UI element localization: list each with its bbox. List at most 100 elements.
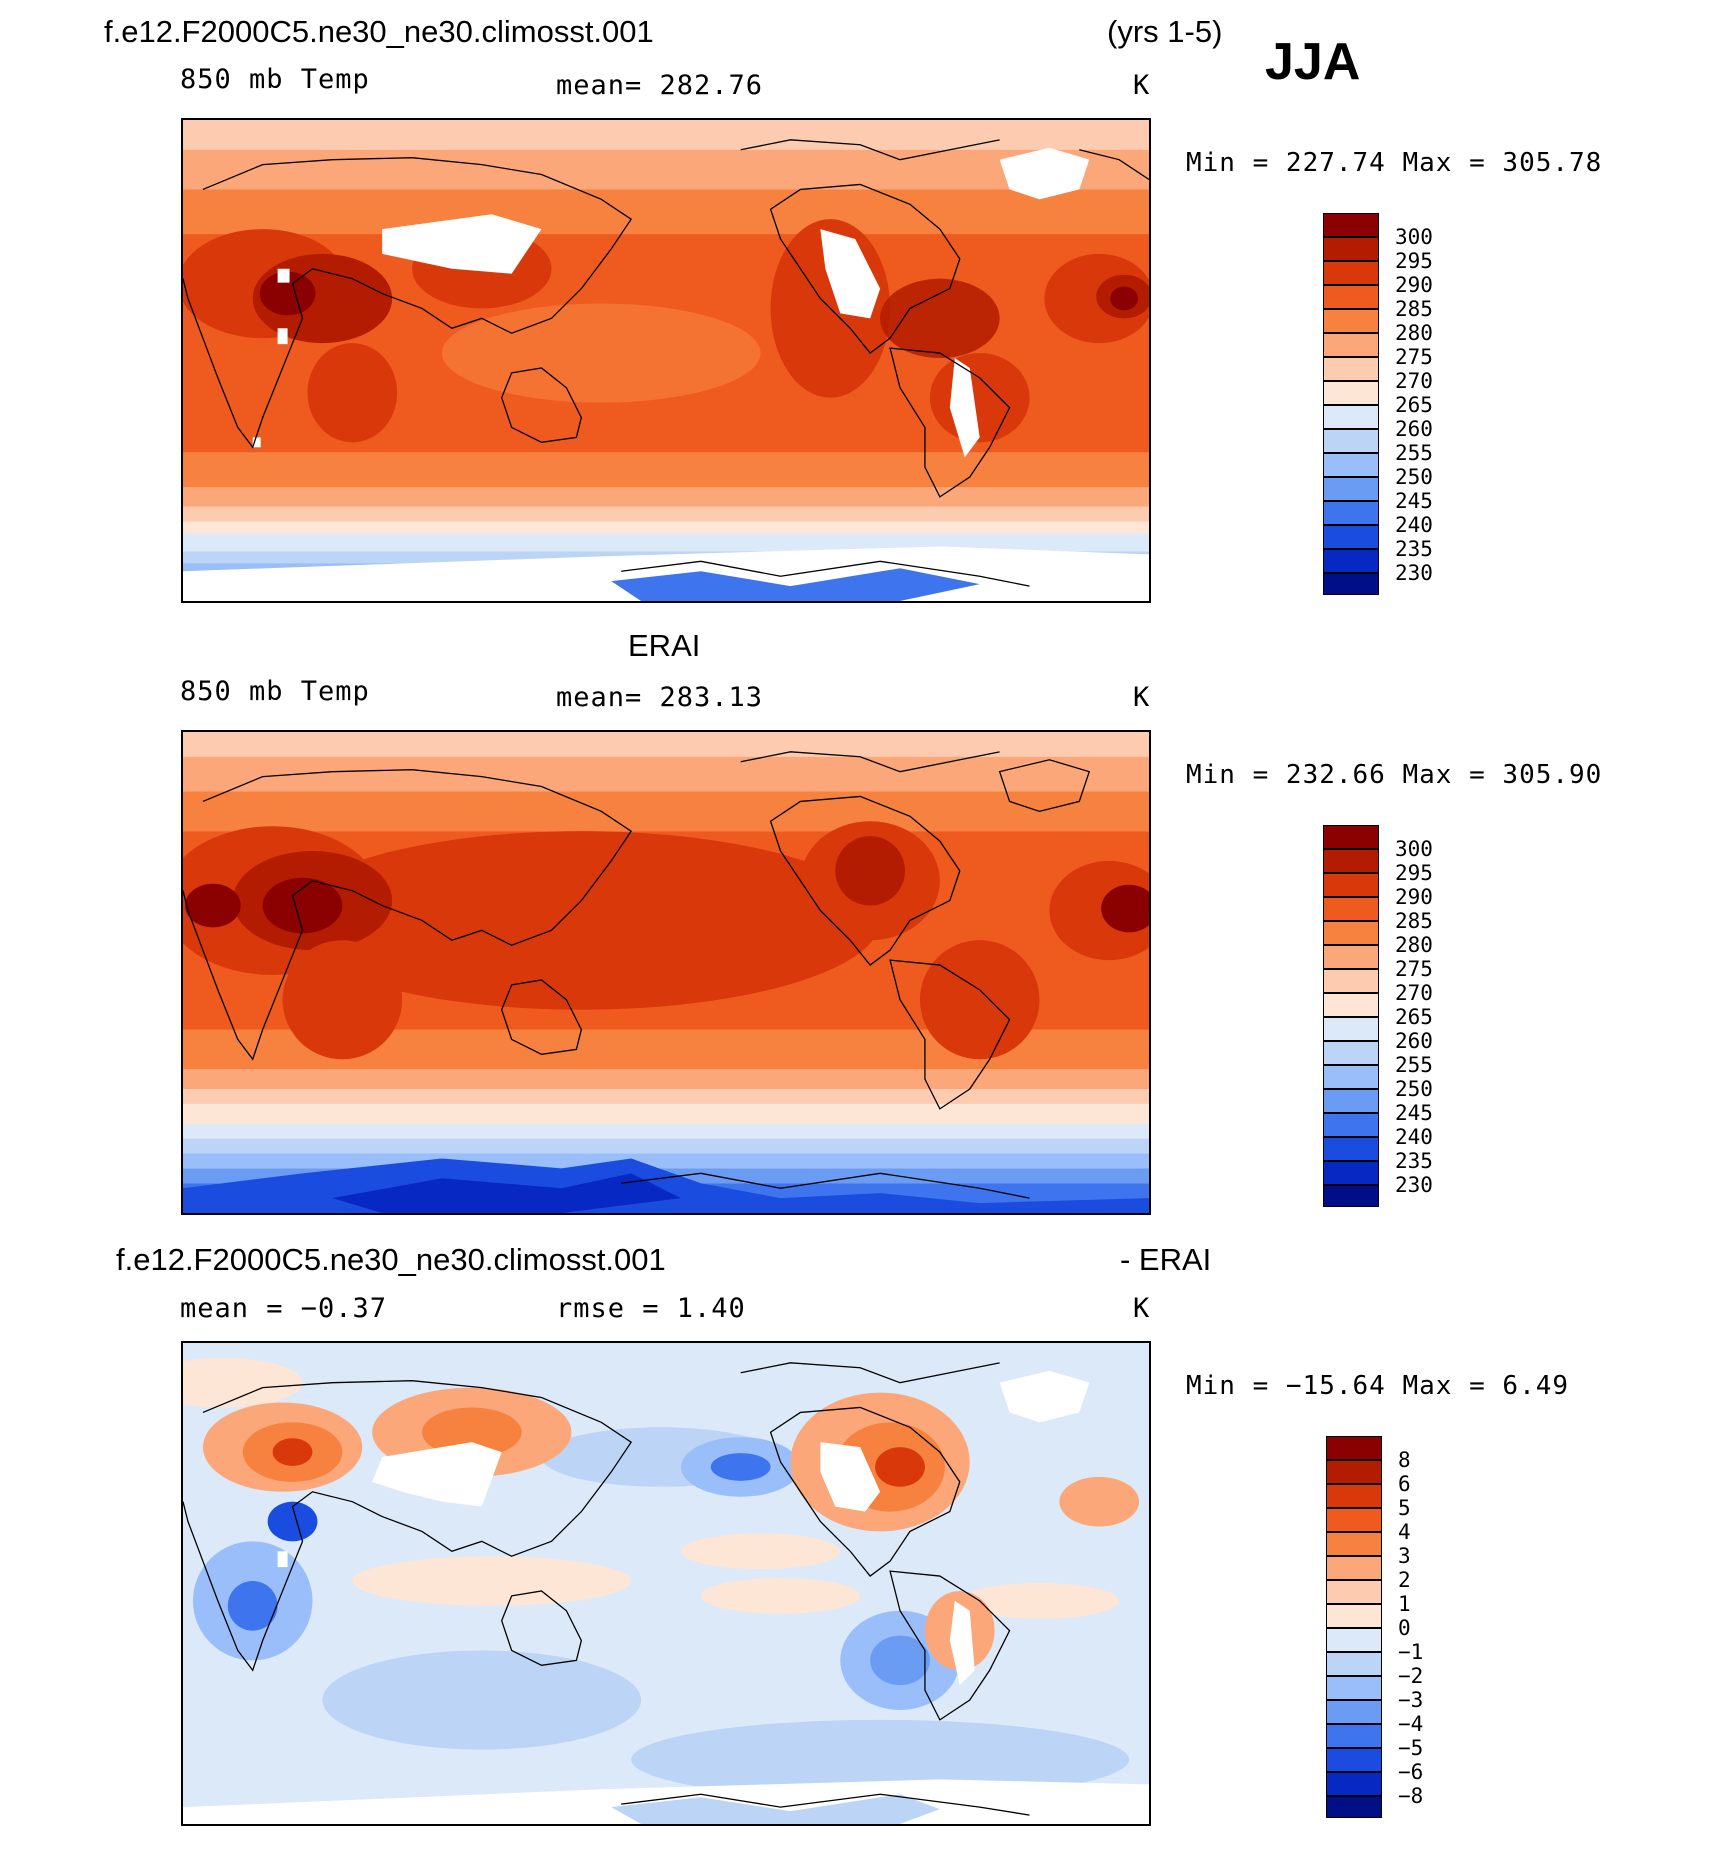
panel3-legend-swatch [1326, 1436, 1382, 1460]
panel1-legend-swatch [1323, 357, 1379, 381]
panel3-legend-label: 2 [1398, 1568, 1411, 1592]
panel2-legend-label: 230 [1395, 1173, 1433, 1197]
panel3-rmse: rmse = 1.40 [556, 1293, 746, 1324]
panel3-legend-swatch [1326, 1652, 1382, 1676]
panel1-legend-label: 250 [1395, 465, 1433, 489]
panel2-legend-swatch [1323, 921, 1379, 945]
panel2-minmax: Min = 232.66 Max = 305.90 [1186, 760, 1603, 790]
panel2-legend-swatch [1323, 873, 1379, 897]
panel3-map [181, 1341, 1151, 1826]
panel3-legend-swatch [1326, 1532, 1382, 1556]
panel3-legend-swatch [1326, 1628, 1382, 1652]
panel1-minmax: Min = 227.74 Max = 305.78 [1186, 148, 1603, 178]
panel2-legend-swatch [1323, 1089, 1379, 1113]
panel3-title-right: - ERAI [1120, 1242, 1212, 1277]
panel3-legend-swatch [1326, 1556, 1382, 1580]
panel2-legend-label: 260 [1395, 1029, 1433, 1053]
panel1-legend-swatch [1323, 285, 1379, 309]
panel3-legend-label: −6 [1398, 1760, 1424, 1784]
case-title: f.e12.F2000C5.ne30_ne30.climosst.001 [104, 14, 654, 49]
panel2-mean: mean= 283.13 [556, 682, 764, 713]
panel3-mean: mean = −0.37 [180, 1293, 388, 1324]
panel2-legend-label: 265 [1395, 1005, 1433, 1029]
panel2-legend-label: 295 [1395, 861, 1433, 885]
panel1-legend-label: 270 [1395, 369, 1433, 393]
panel3-title-left: f.e12.F2000C5.ne30_ne30.climosst.001 [116, 1242, 666, 1277]
panel1-legend-swatch [1323, 429, 1379, 453]
panel3-legend-label: −4 [1398, 1712, 1424, 1736]
panel2-legend-label: 235 [1395, 1149, 1433, 1173]
panel2-legend: 300 295 290 285 280 275 270 265 260 255 … [1323, 825, 1463, 1207]
panel1-legend-label: 280 [1395, 321, 1433, 345]
panel3-legend-label: 8 [1398, 1448, 1411, 1472]
panel2-temperature-field [183, 732, 1149, 1213]
panel2-legend-label: 270 [1395, 981, 1433, 1005]
panel1-legend-swatch [1323, 213, 1379, 237]
panel2-legend-label: 250 [1395, 1077, 1433, 1101]
panel2-legend-swatch [1323, 1113, 1379, 1137]
panel2-legend-label: 245 [1395, 1101, 1433, 1125]
panel3-legend-label: −5 [1398, 1736, 1424, 1760]
panel2-legend-label: 300 [1395, 837, 1433, 861]
panel1-legend-label: 235 [1395, 537, 1433, 561]
panel2-legend-label: 280 [1395, 933, 1433, 957]
years-label: (yrs 1-5) [1107, 14, 1223, 49]
panel1-legend-swatch [1323, 549, 1379, 573]
panel1-temperature-field [183, 120, 1149, 601]
panel1-legend-label: 240 [1395, 513, 1433, 537]
panel3-legend-label: 1 [1398, 1592, 1411, 1616]
panel1-legend-swatch [1323, 237, 1379, 261]
panel2-legend-label: 255 [1395, 1053, 1433, 1077]
panel2-legend-label: 290 [1395, 885, 1433, 909]
panel2-variable: 850 mb Temp [180, 676, 370, 707]
panel2-legend-swatch [1323, 993, 1379, 1017]
panel1-legend-swatch [1323, 453, 1379, 477]
panel3-legend-swatch [1326, 1676, 1382, 1700]
panel1-legend-swatch [1323, 405, 1379, 429]
panel1-legend-label: 255 [1395, 441, 1433, 465]
panel3-legend-label: 6 [1398, 1472, 1411, 1496]
panel1-legend-label: 285 [1395, 297, 1433, 321]
panel3-legend-label: 4 [1398, 1520, 1411, 1544]
panel2-legend-swatch [1323, 1065, 1379, 1089]
panel3-legend-swatch [1326, 1724, 1382, 1748]
panel2-legend-swatch [1323, 825, 1379, 849]
panel3-legend-swatch [1326, 1508, 1382, 1532]
panel1-variable: 850 mb Temp [180, 64, 370, 95]
panel2-legend-swatch [1323, 1185, 1379, 1207]
panel3-legend-label: −1 [1398, 1640, 1424, 1664]
panel1-legend-swatch [1323, 501, 1379, 525]
panel1-legend-swatch [1323, 573, 1379, 595]
panel2-units: K [1133, 682, 1151, 713]
panel1-legend-swatch [1323, 477, 1379, 501]
panel3-legend: 8 6 5 4 3 2 1 0 −1 −2 −3 −4 −5 −6 −8 [1326, 1436, 1466, 1818]
panel3-legend-label: −2 [1398, 1664, 1424, 1688]
panel3-minmax: Min = −15.64 Max = 6.49 [1186, 1371, 1570, 1401]
panel2-map [181, 730, 1151, 1215]
panel3-units: K [1133, 1293, 1151, 1324]
panel1-units: K [1133, 70, 1151, 101]
panel2-legend-swatch [1323, 1161, 1379, 1185]
panel1-legend-label: 260 [1395, 417, 1433, 441]
panel2-legend-swatch [1323, 1137, 1379, 1161]
panel3-legend-swatch [1326, 1580, 1382, 1604]
panel3-legend-label: 0 [1398, 1616, 1411, 1640]
panel3-legend-swatch [1326, 1484, 1382, 1508]
panel3-legend-swatch [1326, 1796, 1382, 1818]
panel3-legend-swatch [1326, 1700, 1382, 1724]
panel3-legend-label: 3 [1398, 1544, 1411, 1568]
panel1-legend-label: 300 [1395, 225, 1433, 249]
panel3-legend-label: −3 [1398, 1688, 1424, 1712]
panel3-legend-label: −8 [1398, 1784, 1424, 1808]
panel3-legend-swatch [1326, 1604, 1382, 1628]
panel1-legend-label: 290 [1395, 273, 1433, 297]
panel2-legend-swatch [1323, 945, 1379, 969]
panel1-legend-label: 245 [1395, 489, 1433, 513]
panel1-map [181, 118, 1151, 603]
panel1-legend-swatch [1323, 381, 1379, 405]
panel3-legend-label: 5 [1398, 1496, 1411, 1520]
panel1-legend-label: 230 [1395, 561, 1433, 585]
panel1-mean: mean= 282.76 [556, 70, 764, 101]
panel2-legend-label: 275 [1395, 957, 1433, 981]
panel1-legend-swatch [1323, 309, 1379, 333]
